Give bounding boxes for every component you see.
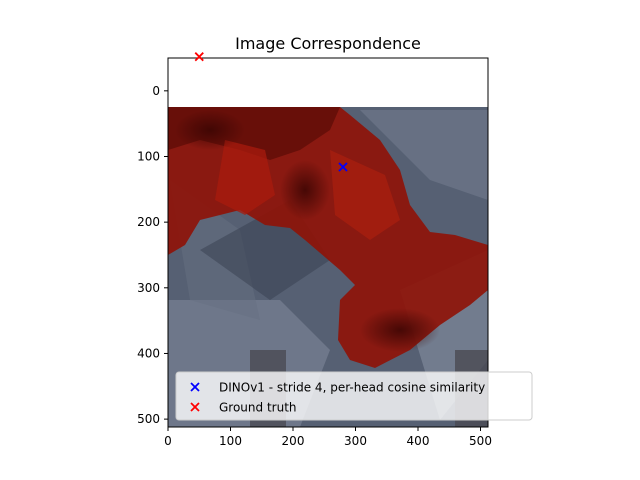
marker-series-1 — [194, 52, 204, 62]
y-tick-label: 300 — [137, 281, 160, 295]
legend-marker-0 — [190, 382, 200, 392]
y-tick-label: 200 — [137, 215, 160, 229]
y-tick-label: 500 — [137, 412, 160, 426]
x-tick-label: 0 — [164, 434, 172, 448]
plot-area-frame — [167, 57, 489, 428]
x-tick-label: 200 — [282, 434, 305, 448]
legend: DINOv1 - stride 4, per-head cosine simil… — [175, 371, 533, 421]
legend-label-0: DINOv1 - stride 4, per-head cosine simil… — [219, 381, 485, 395]
y-tick-label: 400 — [137, 346, 160, 360]
x-tick-label: 300 — [344, 434, 367, 448]
legend-marker-1 — [190, 402, 200, 412]
scatter-markers — [194, 52, 348, 172]
x-tick-label: 100 — [219, 434, 242, 448]
x-axis: 0 100 200 300 400 500 — [164, 427, 492, 448]
y-tick-label: 0 — [152, 84, 160, 98]
marker-series-0 — [338, 162, 348, 172]
legend-label-1: Ground truth — [219, 401, 297, 415]
y-tick-label: 100 — [137, 149, 160, 163]
chart-title: Image Correspondence — [235, 34, 421, 53]
x-tick-label: 500 — [469, 434, 492, 448]
y-axis: 0 100 200 300 400 500 — [137, 84, 168, 426]
x-tick-label: 400 — [407, 434, 430, 448]
legend-box — [175, 371, 533, 421]
